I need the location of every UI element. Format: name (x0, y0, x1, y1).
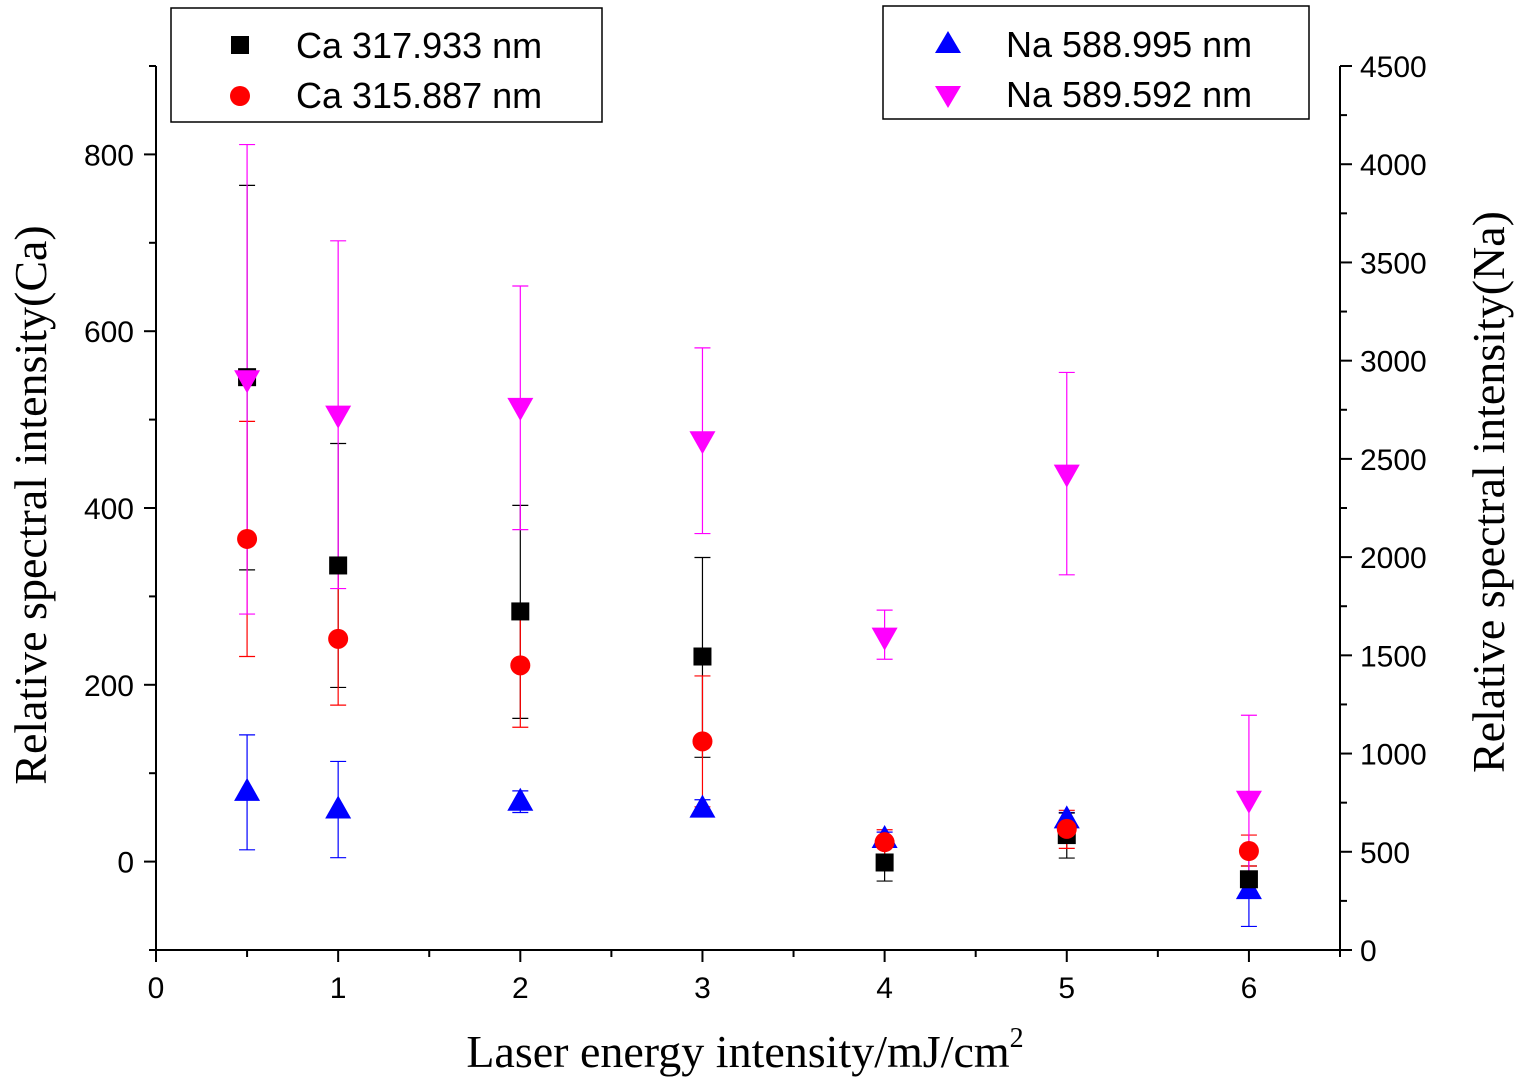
y-right-tick-label: 4500 (1360, 51, 1427, 84)
y-axis-left-title: Relative spectral intensity(Ca) (5, 225, 56, 784)
data-point-triangle-down (1053, 464, 1080, 488)
y-right-tick-label: 4000 (1360, 149, 1427, 182)
x-tick-label: 5 (1058, 972, 1075, 1005)
data-point-triangle-down (325, 405, 352, 429)
data-marks (234, 143, 1262, 928)
x-tick-label: 4 (876, 972, 893, 1005)
x-tick-label: 3 (694, 972, 711, 1005)
legend-na-frame (882, 5, 1310, 120)
data-point-circle (1056, 818, 1077, 839)
legend-na-589-marker (935, 86, 961, 108)
legend-na-588-label: Na 588.995 nm (1006, 24, 1252, 65)
y-right-tick-label: 1000 (1360, 739, 1427, 772)
data-point-triangle-up (507, 787, 534, 811)
y-right-tick-label: 2000 (1360, 542, 1427, 575)
y-left-tick-label: 0 (117, 847, 134, 880)
legend-ca: Ca 317.933 nm Ca 315.887 nm (170, 7, 603, 123)
data-point-square (329, 556, 348, 575)
x-tick-label: 1 (330, 972, 347, 1005)
legend-ca-317-label: Ca 317.933 nm (296, 25, 542, 66)
axes: 0 1 2 3 4 5 6 0 200 400 600 800 0 500 1000 1500 2000 2500… (84, 51, 1427, 1005)
data-point-circle (510, 655, 531, 676)
data-point-circle (874, 832, 895, 853)
x-tick-label: 6 (1241, 972, 1258, 1005)
data-point-triangle-down (507, 397, 534, 421)
y-right-tick-label: 2500 (1360, 444, 1427, 477)
y-left-tick-label: 400 (84, 493, 134, 526)
y-right-tick-label: 3000 (1360, 346, 1427, 379)
y-left-tick-label: 200 (84, 670, 134, 703)
legend-ca-315-label: Ca 315.887 nm (296, 75, 542, 116)
data-point-circle (692, 731, 713, 752)
y-left-tick-label: 800 (84, 139, 134, 172)
legend-na-589-label: Na 589.592 nm (1006, 74, 1252, 115)
data-point-triangle-up (689, 794, 716, 818)
data-point-triangle-up (234, 777, 261, 801)
y-right-tick-label: 0 (1360, 935, 1377, 968)
x-axis-title-superscript: 2 (1010, 1023, 1024, 1054)
data-point-triangle-down (1235, 790, 1262, 814)
x-tick-label: 0 (148, 972, 165, 1005)
data-point-square (511, 602, 530, 621)
legend-ca-317-marker (231, 36, 249, 54)
y-right-tick-label: 1500 (1360, 640, 1427, 673)
legend-ca-frame (170, 7, 603, 123)
x-tick-label: 2 (512, 972, 529, 1005)
y-right-tick-label: 500 (1360, 837, 1410, 870)
data-point-square (875, 853, 894, 872)
y-left-tick-label: 600 (84, 316, 134, 349)
y-axis-right-title: Relative spectral intensity(Na) (1463, 211, 1514, 773)
data-point-triangle-up (325, 795, 352, 819)
data-point-circle (328, 628, 349, 649)
data-point-square (693, 647, 712, 666)
data-point-square (1239, 870, 1258, 889)
legend-na: Na 588.995 nm Na 589.592 nm (882, 5, 1310, 120)
legend-na-588-marker (935, 31, 961, 53)
data-point-triangle-down (234, 370, 261, 394)
x-axis-title: Laser energy intensity/mJ/cm2 (466, 1023, 1023, 1077)
data-point-triangle-down (871, 627, 898, 651)
data-point-circle (237, 528, 258, 549)
data-point-circle (1238, 840, 1259, 861)
x-axis-title-main: Laser energy intensity/mJ/cm (466, 1026, 1010, 1077)
data-point-triangle-down (689, 431, 716, 455)
legend-ca-315-marker (230, 86, 250, 106)
y-right-tick-label: 3500 (1360, 247, 1427, 280)
